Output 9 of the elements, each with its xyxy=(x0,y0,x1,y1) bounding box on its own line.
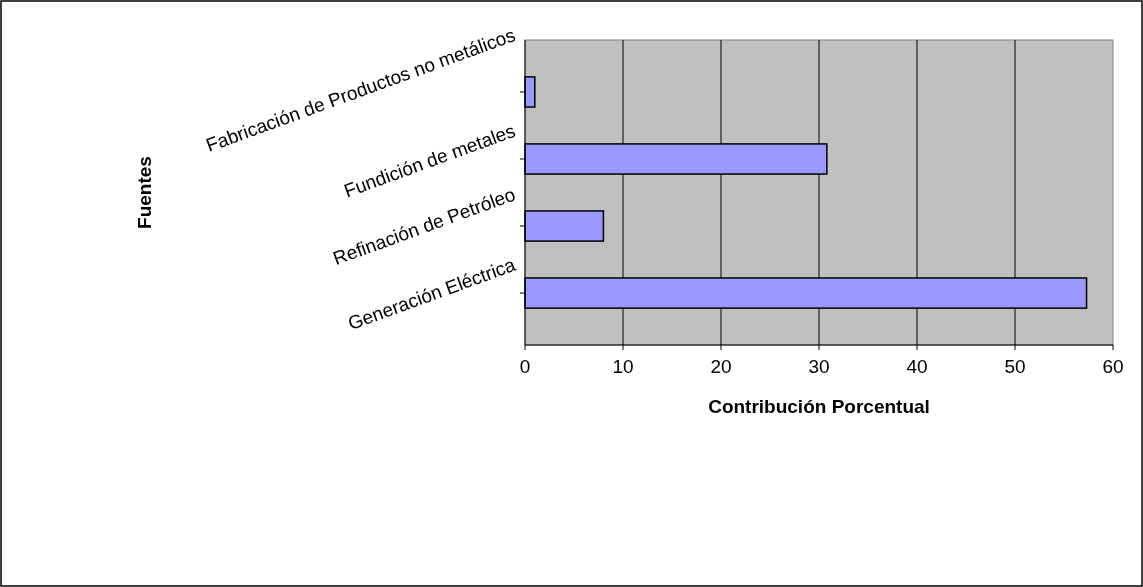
x-tick-label: 0 xyxy=(519,356,531,377)
x-tick-label: 20 xyxy=(710,356,732,377)
x-tick-label: 50 xyxy=(1004,356,1026,377)
x-tick-label: 30 xyxy=(808,356,830,377)
x-axis-title: Contribución Porcentual xyxy=(708,396,930,417)
x-tick-label: 10 xyxy=(612,356,634,377)
x-tick-label: 40 xyxy=(906,356,928,377)
y-axis-title: Fuentes xyxy=(134,156,156,229)
x-tick-label: 60 xyxy=(1102,356,1124,377)
